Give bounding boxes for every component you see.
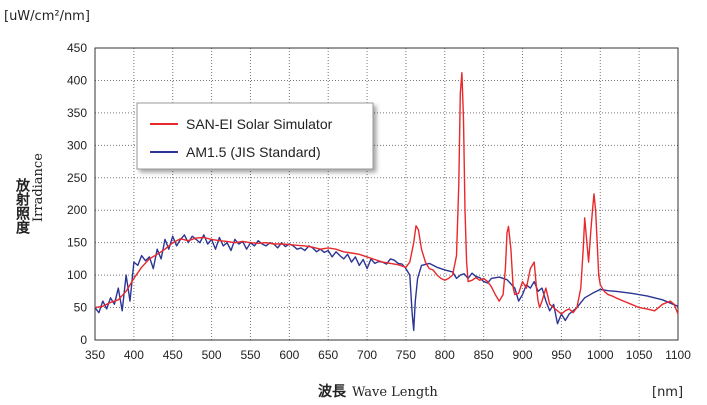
- x-tick-label: 700: [357, 348, 377, 362]
- grid: [95, 48, 678, 340]
- x-tick-label: 450: [163, 348, 183, 362]
- x-tick-labels: 350 400 450 500 550 600 650 700 750 800 850 900 950 1…: [85, 348, 691, 362]
- x-tick-label: 550: [240, 348, 260, 362]
- series-line-san-ei-simulator: [94, 71, 679, 315]
- series-line-am15-jis: [94, 234, 679, 331]
- x-tick-label: 750: [396, 348, 416, 362]
- y-tick-label: 0: [80, 333, 87, 347]
- y-tick-label: 300: [67, 138, 87, 152]
- series-lines: [94, 71, 679, 331]
- legend-label-simulator: SAN-EI Solar Simulator: [186, 116, 333, 132]
- x-tick-label: 900: [513, 348, 533, 362]
- xlabel-en: Wave Length: [352, 385, 438, 400]
- legend: SAN-EI Solar Simulator AM1.5 (JIS Standa…: [136, 102, 374, 170]
- x-tick-label: 1100: [665, 348, 691, 362]
- y-tick-label: 100: [67, 268, 87, 282]
- y-tick-label: 200: [67, 203, 87, 217]
- ylabel-jp: 放射照度: [14, 177, 31, 235]
- y-tick-label: 450: [67, 41, 87, 55]
- legend-label-am15: AM1.5 (JIS Standard): [186, 144, 321, 160]
- y-tick-label: 150: [67, 236, 87, 250]
- y-tick-label: 350: [67, 106, 87, 120]
- legend-box: [136, 102, 374, 170]
- x-tick-label: 600: [279, 348, 299, 362]
- y-tick-labels: 0 50 100 150 200 250 300 350 400 450: [67, 41, 87, 347]
- xlabel-jp: 波長: [318, 383, 347, 400]
- x-tick-label: 850: [474, 348, 494, 362]
- x-tick-label: 500: [202, 348, 222, 362]
- x-tick-label: 1000: [587, 348, 614, 362]
- x-tick-label: 400: [124, 348, 144, 362]
- x-tick-label: 650: [318, 348, 338, 362]
- x-tick-label: 950: [551, 348, 571, 362]
- y-tick-label: 400: [67, 73, 87, 87]
- ylabel-en: Irradiance: [31, 153, 46, 222]
- x-tick-label: 1050: [626, 348, 653, 362]
- y-tick-label: 50: [74, 301, 88, 315]
- x-tick-label: 800: [435, 348, 455, 362]
- y-unit-label: [uW/cm²/nm]: [4, 9, 90, 24]
- x-tick-label: 350: [85, 348, 105, 362]
- x-unit-label: [nm]: [652, 385, 683, 400]
- y-tick-label: 250: [67, 171, 87, 185]
- plot-frame: [94, 47, 679, 341]
